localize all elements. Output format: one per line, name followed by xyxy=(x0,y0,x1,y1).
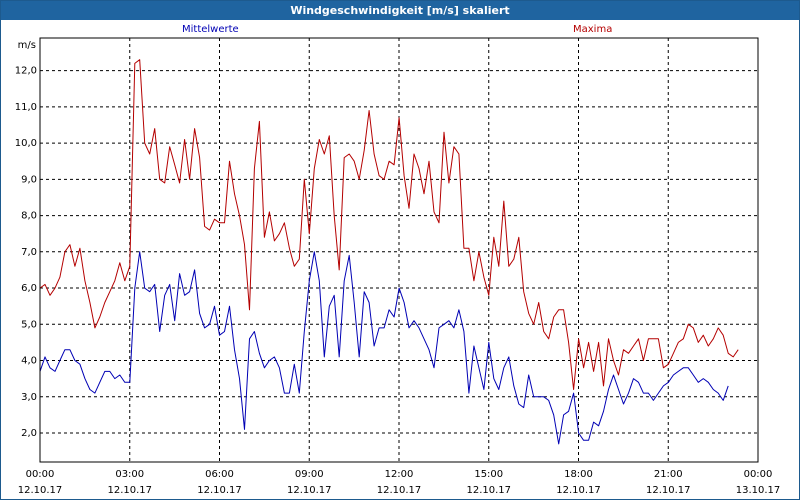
y-tick-label: 10,0 xyxy=(15,138,37,149)
x-tick-date: 12.10.17 xyxy=(377,485,422,496)
x-tick-date: 12.10.17 xyxy=(646,485,691,496)
y-tick-label: 2,0 xyxy=(21,428,37,439)
y-tick-label: 8,0 xyxy=(21,211,37,222)
x-tick-date: 12.10.17 xyxy=(556,485,601,496)
x-tick-time: 09:00 xyxy=(295,469,324,480)
y-tick-label: 12,0 xyxy=(15,66,37,77)
grid-layer xyxy=(40,38,758,462)
x-tick-date: 12.10.17 xyxy=(197,485,242,496)
y-tick-label: 6,0 xyxy=(21,283,37,294)
y-tick-label: 11,0 xyxy=(15,102,37,113)
x-tick-date: 13.10.17 xyxy=(736,485,781,496)
axis-layer: 2,0 3,0 4,0 5,0 6,0 7,0 8,0 9,0 10,0 11,0 12,0 m/s 0… xyxy=(15,37,781,496)
plot-area xyxy=(39,37,759,463)
x-tick-time: 03:00 xyxy=(115,469,144,480)
y-tick-label: 7,0 xyxy=(21,247,37,258)
legend-mittelwerte: Mittelwerte xyxy=(182,24,239,35)
x-tick-date: 12.10.17 xyxy=(107,485,152,496)
x-tick-date: 12.10.17 xyxy=(18,485,63,496)
y-tick-label: 9,0 xyxy=(21,174,37,185)
legend-maxima: Maxima xyxy=(573,24,613,35)
x-tick-date: 12.10.17 xyxy=(287,485,332,496)
y-tick-label: 3,0 xyxy=(21,392,37,403)
x-tick-time: 00:00 xyxy=(744,469,773,480)
y-axis-unit: m/s xyxy=(18,40,36,51)
y-tick-label: 4,0 xyxy=(21,356,37,367)
x-tick-time: 18:00 xyxy=(564,469,593,480)
x-tick-time: 15:00 xyxy=(474,469,503,480)
x-tick-date: 12.10.17 xyxy=(466,485,511,496)
x-tick-time: 00:00 xyxy=(26,469,55,480)
y-tick-label: 5,0 xyxy=(21,319,37,330)
x-tick-time: 06:00 xyxy=(205,469,234,480)
x-tick-time: 12:00 xyxy=(385,469,414,480)
chart-title: Windgeschwindigkeit [m/s] skaliert xyxy=(1,1,799,20)
x-tick-time: 21:00 xyxy=(654,469,683,480)
series-layer xyxy=(39,59,739,445)
series-line-mittelwerte xyxy=(39,251,729,445)
series-line-maxima xyxy=(39,59,739,390)
